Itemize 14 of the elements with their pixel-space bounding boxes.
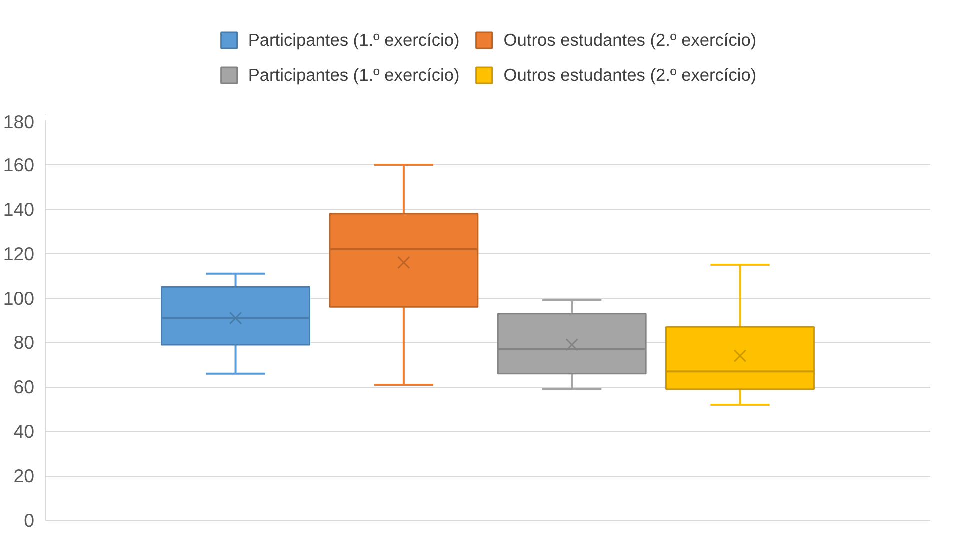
y-tick-label: 120: [3, 243, 35, 264]
legend-label: Participantes (1.º exercício): [248, 64, 460, 86]
y-tick-label: 160: [3, 154, 35, 176]
y-tick-label: 20: [14, 466, 35, 487]
y-tick-label: 180: [3, 112, 35, 132]
legend-label: Outros estudantes (2.º exercício): [504, 64, 757, 86]
y-tick-label: 80: [14, 332, 35, 354]
y-tick-label: 140: [3, 198, 35, 220]
y-tick-label: 40: [14, 421, 35, 442]
legend-label: Outros estudantes (2.º exercício): [504, 30, 757, 50]
y-tick-label: 60: [14, 376, 35, 398]
y-tick-label: 0: [24, 510, 35, 531]
y-tick-label: 100: [3, 288, 35, 309]
legend-label: Participantes (1.º exercício): [248, 30, 460, 50]
